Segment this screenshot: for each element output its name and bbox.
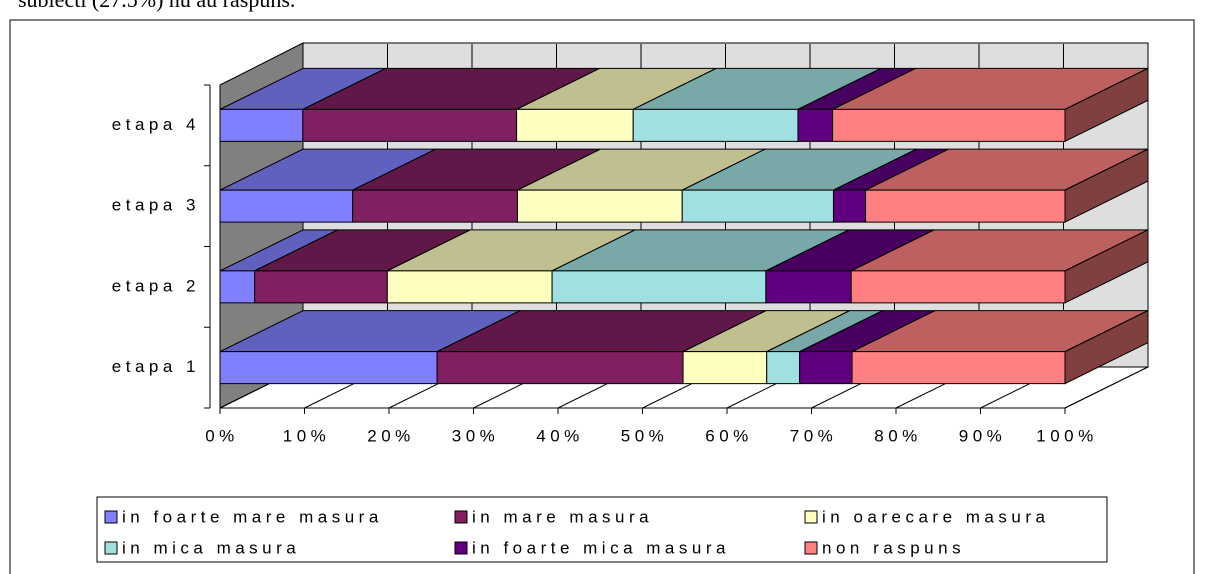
- y-tick-label: etapa 1: [112, 357, 200, 376]
- bar: [865, 189, 1066, 223]
- bar: [516, 189, 683, 223]
- bar: [219, 189, 354, 223]
- legend-label: in oarecare masura: [822, 507, 1049, 526]
- bar: [832, 108, 1066, 142]
- bar: [799, 351, 853, 385]
- legend-swatch: [104, 541, 118, 555]
- y-tick-label: etapa 4: [112, 115, 200, 134]
- bar: [352, 189, 518, 223]
- bar: [682, 351, 768, 385]
- bar: [516, 108, 634, 142]
- legend-label: in mare masura: [472, 507, 653, 526]
- bar-side: [1064, 309, 1149, 385]
- x-tick-label: 10%: [283, 426, 331, 445]
- bar: [766, 351, 801, 385]
- bar: [632, 108, 799, 142]
- caption: subiecti (27.5%) nu au raspuns.: [18, 0, 295, 12]
- legend-label: in foarte mare masura: [122, 507, 383, 526]
- bar: [386, 270, 553, 304]
- legend-swatch: [454, 541, 468, 555]
- x-tick-label: 20%: [367, 426, 415, 445]
- x-tick-label: 0%: [205, 426, 239, 445]
- legend-swatch: [804, 510, 818, 524]
- bar: [551, 270, 767, 304]
- x-tick-label: 30%: [452, 426, 500, 445]
- bar-side: [1064, 229, 1149, 304]
- legend-swatch: [104, 510, 118, 524]
- bar-side: [1064, 148, 1149, 223]
- bar: [302, 108, 518, 142]
- legend-swatch: [804, 541, 818, 555]
- bar: [219, 270, 256, 304]
- x-tick-label: 50%: [621, 426, 669, 445]
- bar: [851, 351, 1066, 385]
- x-tick-label: 90%: [959, 426, 1007, 445]
- grid-line: [1064, 366, 1149, 409]
- legend-label: in foarte mica masura: [472, 538, 730, 557]
- bar: [681, 189, 834, 223]
- x-tick-label: 40%: [536, 426, 584, 445]
- x-tick-label: 70%: [790, 426, 838, 445]
- y-tick-label: etapa 3: [112, 196, 200, 215]
- x-tick-label: 100%: [1036, 426, 1097, 445]
- bar-side: [1064, 67, 1149, 143]
- legend-label: in mica masura: [122, 538, 300, 557]
- bar: [219, 108, 304, 142]
- legend-box: [96, 496, 1108, 563]
- legend-label: non raspuns: [822, 538, 965, 557]
- legend-swatch: [454, 510, 468, 524]
- x-tick-label: 60%: [705, 426, 753, 445]
- bar: [765, 270, 852, 304]
- bar: [850, 270, 1066, 304]
- bar: [832, 189, 867, 223]
- x-tick-label: 80%: [874, 426, 922, 445]
- bar: [797, 108, 834, 142]
- bar: [254, 270, 388, 304]
- y-tick-label: etapa 2: [112, 276, 200, 295]
- bar: [436, 351, 684, 385]
- bar: [219, 351, 438, 385]
